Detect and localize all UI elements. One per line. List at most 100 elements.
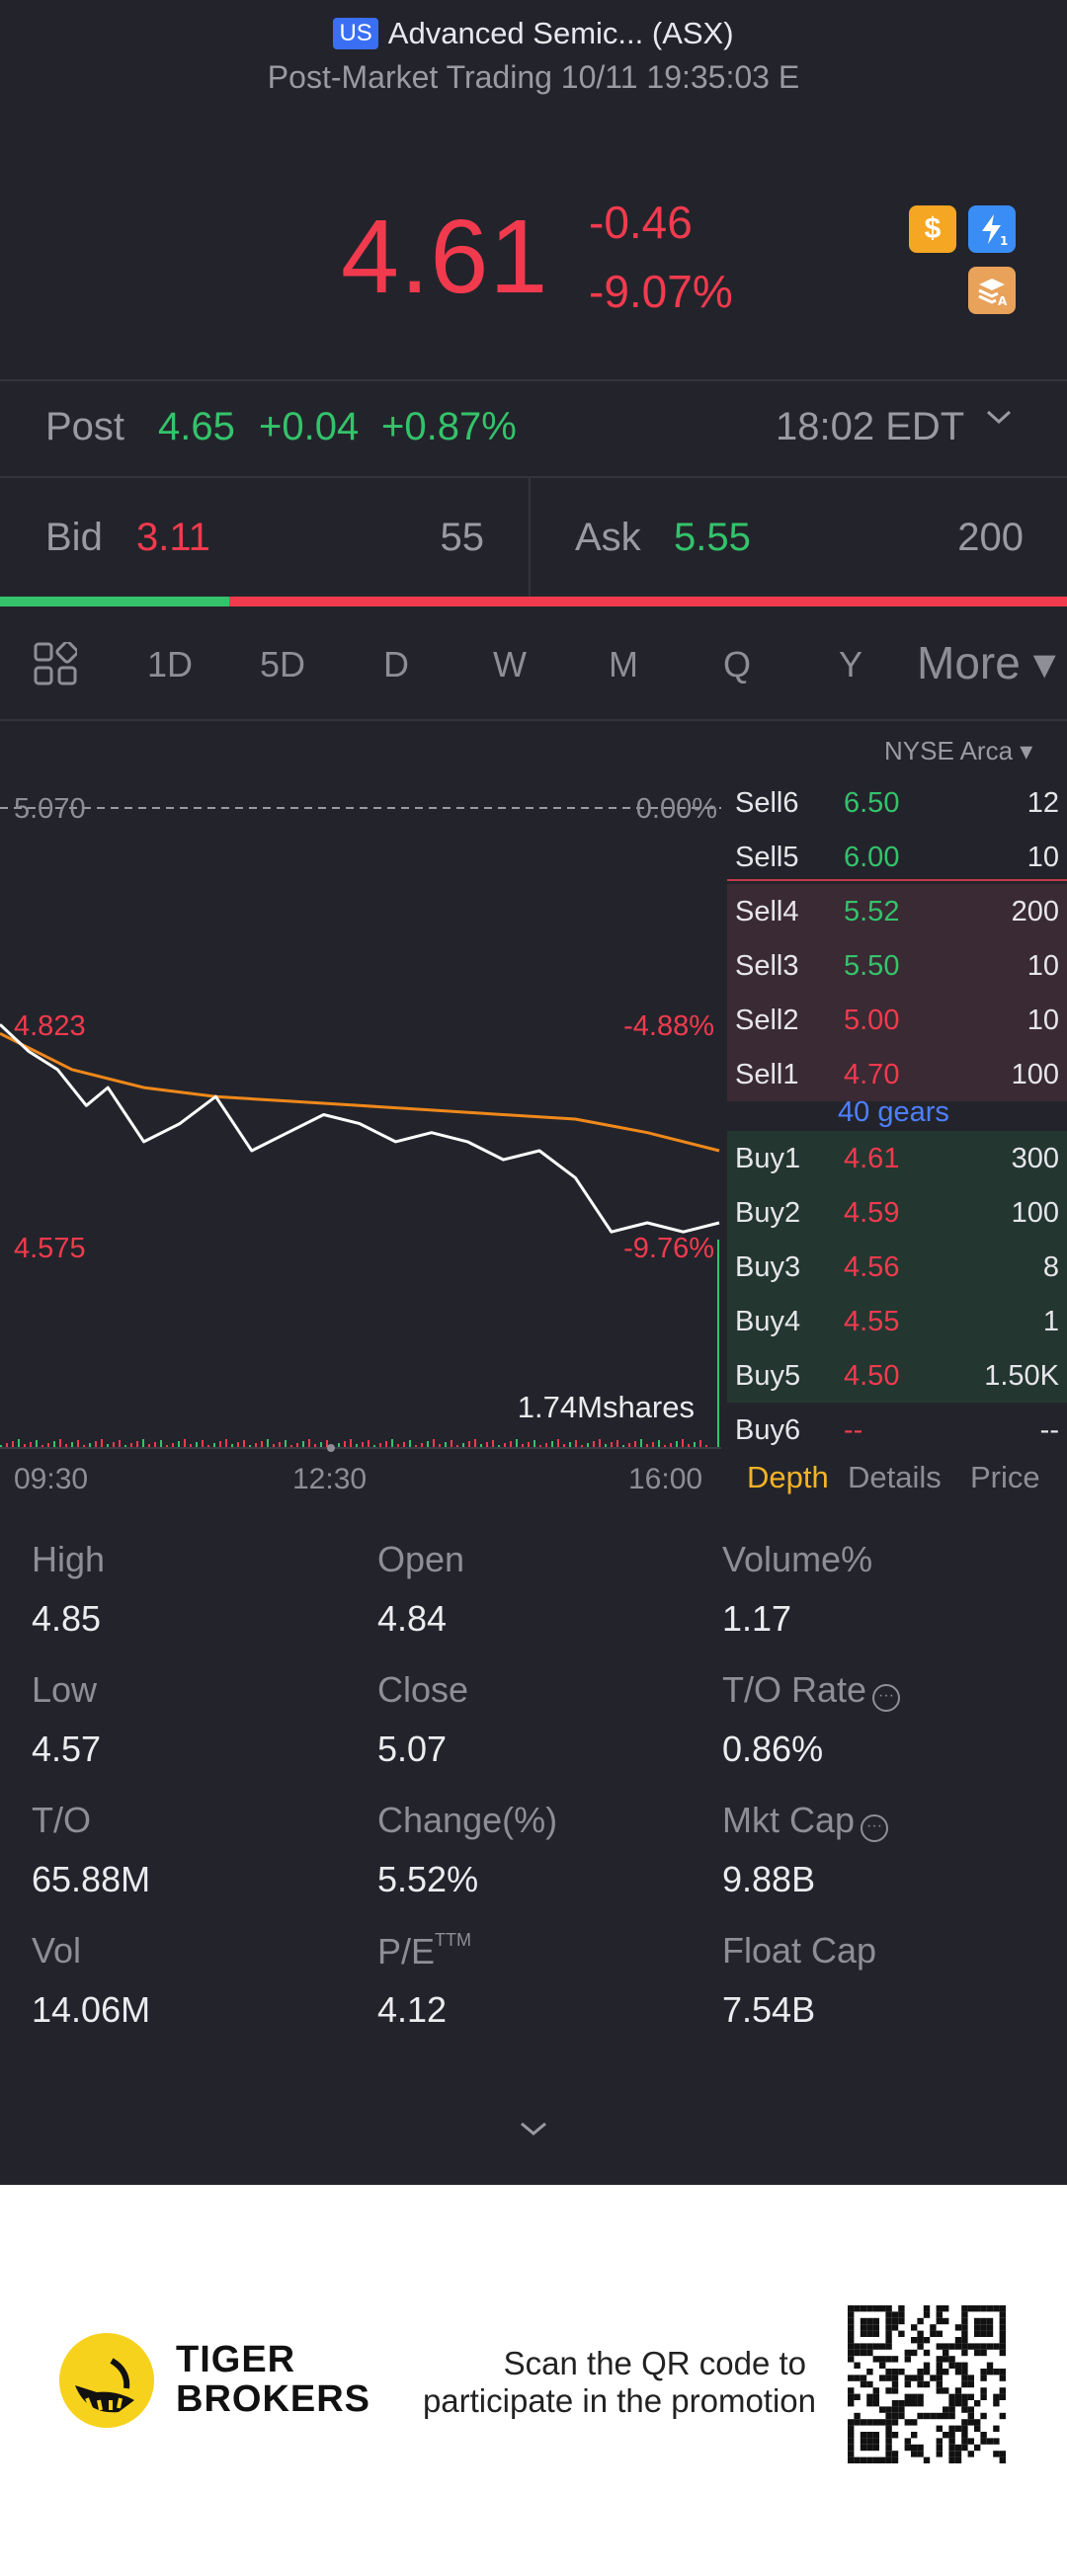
volume-bar [314, 1444, 316, 1447]
buy-row[interactable]: Buy3 4.56 8 [727, 1240, 1067, 1294]
volume-bar [83, 1445, 85, 1447]
volume-bar [302, 1441, 304, 1447]
stat-label: Change(%) [377, 1800, 558, 1840]
more-info-icon[interactable]: ··· [861, 1814, 889, 1842]
exchange-selector[interactable]: NYSE Arca ▾ [884, 736, 1033, 765]
volume-bar [6, 1443, 8, 1447]
bid-size: 55 [440, 516, 485, 559]
volume-bar [421, 1443, 423, 1447]
volume-bar [468, 1441, 470, 1447]
sell-row[interactable]: Sell1 4.70 100 [727, 1047, 1067, 1101]
volume-bar [213, 1443, 215, 1447]
tab-y[interactable]: Y [838, 644, 862, 684]
buy-row[interactable]: Buy4 4.55 1 [727, 1294, 1067, 1348]
volume-bar [462, 1443, 464, 1447]
post-price: 4.65 [158, 405, 235, 448]
stack-a-icon[interactable]: A [968, 267, 1016, 314]
volume-bar [545, 1443, 547, 1447]
volume-bar [267, 1439, 269, 1447]
tab-1d[interactable]: 1D [146, 644, 194, 684]
volume-bar [587, 1443, 589, 1447]
depth-price: 4.59 [844, 1197, 900, 1229]
gears-button[interactable]: 40 gears [838, 1096, 949, 1128]
stat-label-with-info: T/O Rate ··· [722, 1669, 901, 1712]
depth-separator [727, 879, 1067, 881]
average-price-line [0, 1031, 720, 1153]
depth-price: -- [844, 1414, 863, 1446]
buy-row[interactable]: Buy5 4.50 1.50K [727, 1348, 1067, 1403]
volume-bar [539, 1445, 541, 1447]
tab-details[interactable]: Details [848, 1460, 942, 1494]
volume-bar [563, 1444, 565, 1447]
qr-code[interactable] [848, 2305, 1006, 2463]
sell-row[interactable]: Sell2 5.00 10 [727, 993, 1067, 1047]
volume-bar [356, 1444, 358, 1447]
stat-value: 9.88B [722, 1859, 816, 1899]
stock-title[interactable]: US Advanced Semic... (ASX) [0, 16, 1067, 51]
grid-layout-icon[interactable] [34, 640, 79, 685]
depth-quantity: -- [1039, 1414, 1059, 1446]
bid-ratio-fill [0, 597, 230, 606]
sell-row[interactable]: Sell5 6.00 10 [727, 830, 1067, 884]
low-pct-label: -9.76% [623, 1233, 714, 1264]
volume-bar [670, 1443, 672, 1447]
ask-size: 200 [957, 516, 1024, 559]
dollar-icon[interactable]: $ [909, 205, 956, 253]
volume-bar [474, 1439, 476, 1447]
volume-bar [676, 1441, 678, 1447]
tab-more[interactable]: More ▾ [917, 637, 1056, 688]
volume-bar [498, 1445, 500, 1447]
volume-bar [415, 1445, 417, 1447]
volume-bar [101, 1439, 103, 1447]
volume-bar [652, 1442, 654, 1447]
depth-quantity: 12 [1026, 787, 1059, 819]
volume-bar [285, 1440, 287, 1447]
stat-value: 4.84 [377, 1598, 448, 1639]
sell-row[interactable]: Sell4 5.52 200 [727, 884, 1067, 938]
mid-price-label: 4.823 [14, 1010, 86, 1042]
tab-depth[interactable]: Depth [747, 1460, 829, 1494]
volume-bar [658, 1440, 660, 1447]
chevron-down-icon[interactable] [982, 399, 1016, 443]
post-market-row[interactable]: Post 4.65 +0.04 +0.87% 18:02 EDT [0, 381, 1067, 476]
tab-q[interactable]: Q [722, 644, 751, 684]
volume-bar [124, 1445, 126, 1447]
tab-5d[interactable]: 5D [259, 644, 306, 684]
tab-w[interactable]: W [493, 644, 527, 684]
buy-row[interactable]: Buy1 4.61 300 [727, 1131, 1067, 1185]
stat-label: Volume% [722, 1539, 873, 1579]
more-info-icon[interactable]: ··· [872, 1684, 901, 1712]
tab-m[interactable]: M [609, 644, 638, 684]
volume-bar [569, 1442, 571, 1447]
brand-line-1: TIGER [176, 2339, 296, 2380]
volume-bar [107, 1444, 109, 1447]
sell-row[interactable]: Sell3 5.50 10 [727, 938, 1067, 993]
depth-level-label: Sell1 [735, 1059, 799, 1090]
volume-bar [362, 1442, 364, 1447]
volume-bar [59, 1439, 61, 1447]
time-label-open: 09:30 [14, 1463, 88, 1495]
depth-level-label: Buy3 [735, 1251, 801, 1283]
sell-row[interactable]: Sell6 6.50 12 [727, 775, 1067, 830]
depth-level-label: Sell2 [735, 1005, 799, 1036]
flash-level-1-icon[interactable]: 1 [968, 205, 1016, 253]
volume-bar [261, 1441, 263, 1447]
tiger-brokers-logo [59, 2333, 154, 2428]
volume-bar [41, 1445, 43, 1447]
tab-d[interactable]: D [383, 644, 409, 684]
stat-label: T/O Rate [722, 1669, 867, 1710]
buy-row[interactable]: Buy2 4.59 100 [727, 1185, 1067, 1240]
volume-bar [705, 1445, 707, 1447]
buy-row[interactable]: Buy6 -- -- [727, 1403, 1067, 1457]
depth-level-label: Buy4 [735, 1306, 801, 1337]
divider [0, 379, 1067, 381]
volume-bar [326, 1440, 328, 1447]
intraday-chart[interactable]: 5.070 0.00% 4.823 -4.88% 4.575 -9.76% 1.… [0, 726, 721, 1536]
stat-label: Low [32, 1669, 98, 1710]
volume-bar [219, 1441, 221, 1447]
volume-bar [255, 1443, 257, 1447]
expand-chevron-icon[interactable] [514, 2114, 553, 2152]
tab-price[interactable]: Price [970, 1460, 1040, 1494]
depth-level-label: Sell5 [735, 842, 799, 873]
volume-bar [628, 1443, 630, 1447]
